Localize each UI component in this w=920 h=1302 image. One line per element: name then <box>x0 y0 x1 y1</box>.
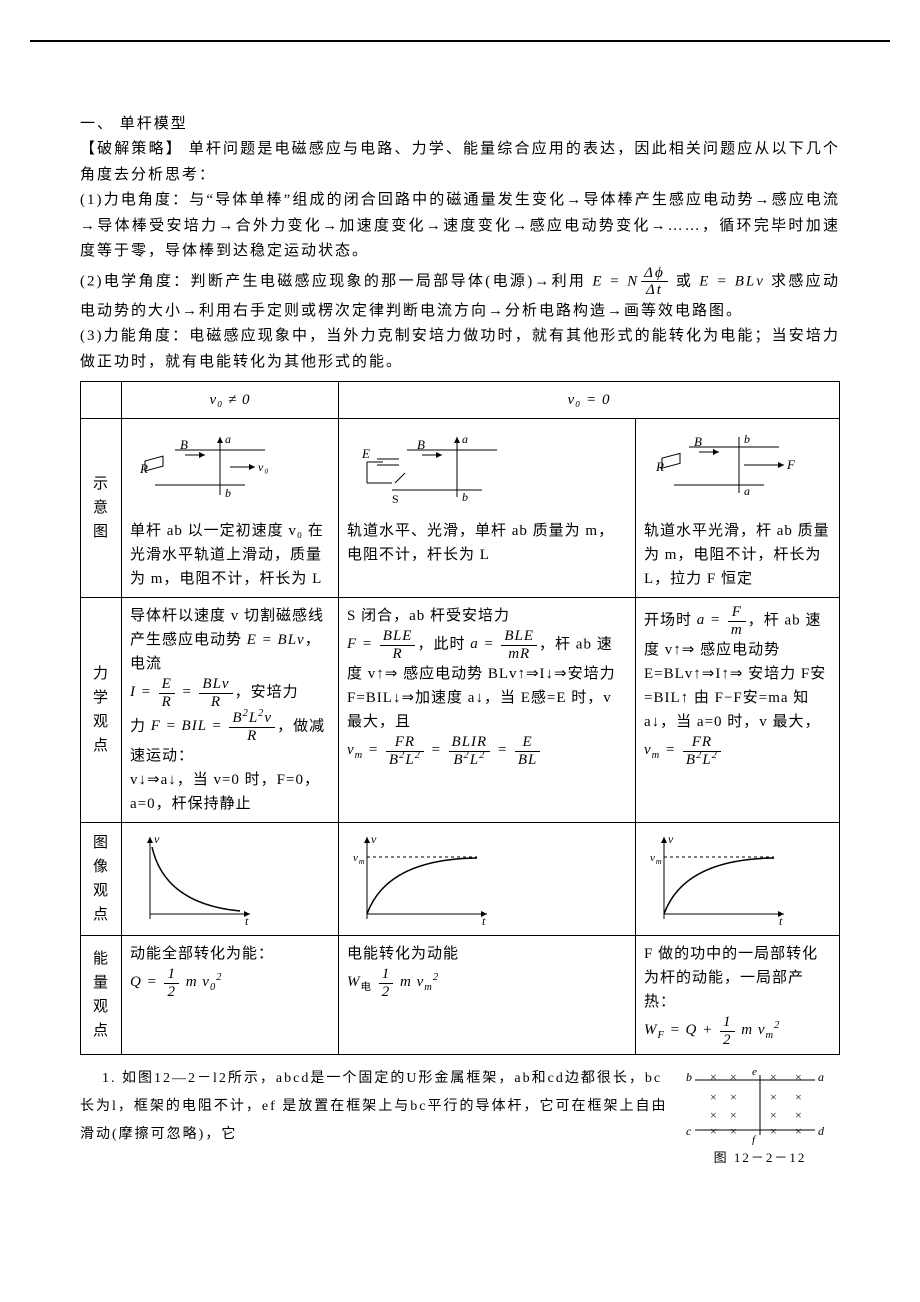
svg-text:b: b <box>744 432 751 446</box>
svg-text:a: a <box>225 432 232 446</box>
head-v0-ne-0: v₀ ≠ 0 <box>122 382 339 419</box>
para-1: (1)力电角度：与“导体单棒”组成的闭合回路中的磁通量发生变化→导体棒产生感应电… <box>80 188 840 265</box>
svg-text:a: a <box>744 484 751 498</box>
svg-text:c: c <box>686 1124 693 1138</box>
svg-text:t: t <box>245 914 249 928</box>
svg-text:v: v <box>154 832 160 846</box>
svg-text:e: e <box>752 1066 759 1078</box>
section-title: 一、 单杆模型 <box>80 112 840 133</box>
svg-text:vm: vm <box>353 852 366 866</box>
svg-text:×: × <box>710 1070 719 1084</box>
svg-text:×: × <box>770 1070 779 1084</box>
d2-desc: 轨道水平、光滑，单杆 ab 质量为 m，电阻不计，杆长为 L <box>347 519 627 567</box>
graph-sat-1: v vm t <box>347 829 497 929</box>
main-table: v₀ ≠ 0 v₀ = 0 示意图 <box>80 381 840 1055</box>
cell-mech-2: S 闭合，ab 杆受安培力 F = BLER，此时 a = BLEmR，杆 ab… <box>339 598 636 823</box>
strategy-text: 单杆问题是电磁感应与电路、力学、能量综合应用的表达，因此相关问题应从以下几个角度… <box>80 141 840 183</box>
head-v0-eq-0: v₀ = 0 <box>339 382 840 419</box>
cell-graph-2: v vm t <box>339 823 636 936</box>
fig-svg: × × × × × × × × × × × × × × × × b a c d e f <box>680 1065 830 1145</box>
svg-text:×: × <box>710 1108 719 1122</box>
svg-text:f: f <box>752 1134 757 1145</box>
svg-text:v₀: v₀ <box>258 460 270 474</box>
d1-desc: 单杆 ab 以一定初速度 v₀ 在光滑水平轨道上滑动，质量为 m，电阻不计，杆长… <box>130 519 330 591</box>
svg-text:×: × <box>795 1070 804 1084</box>
svg-text:×: × <box>710 1124 719 1138</box>
d3-desc: 轨道水平光滑，杆 ab 质量为 m，电阻不计，杆长为 L，拉力 F 恒定 <box>644 519 831 591</box>
row-head-energy: 能量观点 <box>81 936 122 1055</box>
svg-text:t: t <box>482 914 486 928</box>
question-1: ×××× ×××× ×××× ×××× b a c d e f 图 12－2－1… <box>80 1065 840 1149</box>
svg-text:×: × <box>770 1090 779 1104</box>
svg-text:b: b <box>686 1070 694 1084</box>
svg-text:b: b <box>462 490 469 504</box>
svg-text:B: B <box>694 434 703 449</box>
cell-diagram-2: E S B a b 轨道水平、光滑，单杆 ab 质量为 m，电阻不计，杆长为 L <box>339 419 636 598</box>
p2-b: 或 <box>676 273 693 289</box>
cell-mech-3: 开场时 a = Fm，杆 ab 速度 v↑⇒ 感应电动势 E=BLv↑⇒I↑⇒ … <box>636 598 840 823</box>
svg-text:×: × <box>770 1124 779 1138</box>
row-head-graph: 图像观点 <box>81 823 122 936</box>
svg-text:×: × <box>730 1124 739 1138</box>
row-head-diagram: 示意图 <box>81 419 122 598</box>
corner-cell <box>81 382 122 419</box>
cell-mech-1: 导体杆以速度 v 切割磁感线产生感应电动势 E = BLv，电流 I = ER … <box>122 598 339 823</box>
svg-text:B: B <box>180 437 189 452</box>
figure-12-2-12: × × × × × × × × × × × × × × × × b a c d e f 图 12－2－1… <box>680 1065 840 1171</box>
formula-blv: E = BLv <box>699 273 765 289</box>
svg-text:v: v <box>668 832 674 846</box>
graph-sat-2: v vm t <box>644 829 794 929</box>
q-body: 如图12—2－l2所示，abcd是一个固定的U形金属框架，ab和cd边都很长，b… <box>80 1071 667 1142</box>
strategy-para: 【破解策略】 单杆问题是电磁感应与电路、力学、能量综合应用的表达，因此相关问题应… <box>80 137 840 188</box>
svg-text:S: S <box>392 492 400 506</box>
strategy-label: 【破解策略】 <box>80 141 183 157</box>
svg-text:F: F <box>786 457 796 472</box>
svg-text:a: a <box>462 432 469 446</box>
cell-graph-1: v t <box>122 823 339 936</box>
svg-text:×: × <box>795 1108 804 1122</box>
svg-text:B: B <box>417 437 426 452</box>
svg-text:t: t <box>779 914 783 928</box>
cell-energy-2: 电能转化为动能 W电 12 m vm2 <box>339 936 636 1055</box>
q-num: 1. <box>102 1071 117 1086</box>
cell-diagram-3: R B b a F 轨道水平光滑，杆 ab 质量为 m，电阻不计，杆长为 L，拉… <box>636 419 840 598</box>
svg-text:E: E <box>361 446 371 461</box>
svg-text:×: × <box>730 1090 739 1104</box>
para-2: (2)电学角度：判断产生电磁感应现象的那一局部导体(电源)→利用 E = NΔϕ… <box>80 265 840 325</box>
fig-label: 图 12－2－12 <box>680 1145 840 1171</box>
svg-text:R: R <box>139 461 149 476</box>
svg-text:a: a <box>818 1070 826 1084</box>
cell-graph-3: v vm t <box>636 823 840 936</box>
diagram-3-svg: R B b a F <box>644 425 824 505</box>
p2-a: (2)电学角度：判断产生电磁感应现象的那一局部导体(电源)→利用 <box>80 273 586 289</box>
svg-text:×: × <box>795 1124 804 1138</box>
svg-text:vm: vm <box>650 852 663 866</box>
svg-text:×: × <box>770 1108 779 1122</box>
svg-text:d: d <box>818 1124 826 1138</box>
svg-text:×: × <box>730 1108 739 1122</box>
cell-energy-3: F 做的功中的一局部转化为杆的动能，一局部产热： WF = Q + 12 m v… <box>636 936 840 1055</box>
svg-text:×: × <box>795 1090 804 1104</box>
row-head-mech: 力学观点 <box>81 598 122 823</box>
svg-text:b: b <box>225 486 232 500</box>
graph-decay: v t <box>130 829 260 929</box>
diagram-2-svg: E S B a b <box>347 425 527 510</box>
cell-energy-1: 动能全部转化为能： Q = 12 m v02 <box>122 936 339 1055</box>
svg-text:R: R <box>655 459 665 474</box>
para-3: (3)力能角度：电磁感应现象中，当外力克制安培力做功时，就有其他形式的能转化为电… <box>80 324 840 375</box>
svg-text:×: × <box>710 1090 719 1104</box>
svg-text:v: v <box>371 832 377 846</box>
svg-text:×: × <box>730 1070 739 1084</box>
formula-flux: E = NΔϕΔt <box>592 265 669 299</box>
cell-diagram-1: R B a b v₀ 单杆 ab 以一定初速度 v₀ 在光滑水平轨道上滑动，质量… <box>122 419 339 598</box>
diagram-1-svg: R B a b v₀ <box>130 425 290 505</box>
